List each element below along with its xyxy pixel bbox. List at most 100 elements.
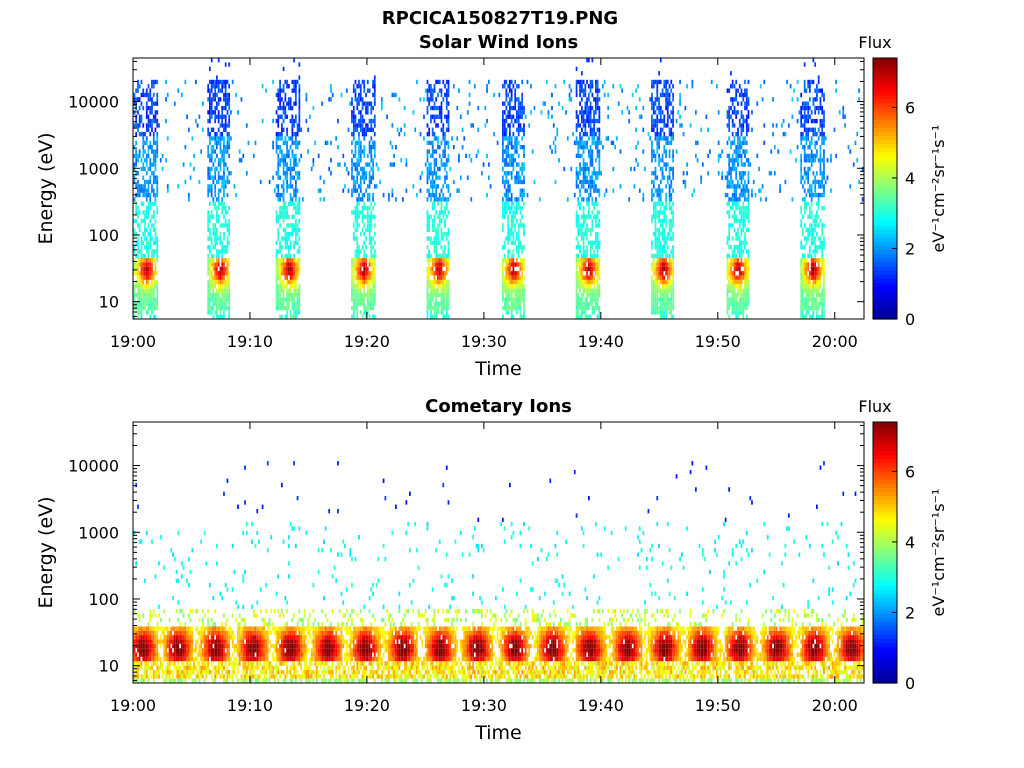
spectrogram-cell xyxy=(805,292,808,298)
spectrogram-cell xyxy=(133,301,136,306)
spectrogram-cell xyxy=(803,258,806,263)
spectrogram-cell xyxy=(800,179,803,185)
spectrogram-cell xyxy=(579,284,581,289)
spectrogram-cell xyxy=(217,214,220,219)
spectrogram-cell xyxy=(728,314,731,319)
spectrogram-cell xyxy=(586,288,588,293)
spectrogram-cell xyxy=(282,201,285,206)
spectrogram-cell xyxy=(363,288,366,293)
spectrogram-cell xyxy=(814,249,817,254)
spectrogram-cell xyxy=(296,171,299,176)
spectrogram-cell xyxy=(765,197,767,202)
spectrogram-cell xyxy=(816,305,818,311)
spectrogram-cell xyxy=(672,97,674,102)
spectrogram-cell xyxy=(144,188,146,193)
spectrogram-cell xyxy=(514,197,517,202)
spectrogram-cell xyxy=(305,118,308,124)
spectrogram-cell xyxy=(277,153,280,159)
spectrogram-cell xyxy=(512,114,515,119)
spectrogram-cell xyxy=(728,227,731,233)
spectrogram-cell xyxy=(156,136,159,141)
spectrogram-cell xyxy=(661,110,664,115)
spectrogram-cell xyxy=(628,110,631,115)
spectrogram-cell xyxy=(284,153,287,159)
spectrogram-cell xyxy=(517,245,520,250)
spectrogram-cell xyxy=(156,101,159,106)
spectrogram-cell xyxy=(281,297,283,302)
spectrogram-cell xyxy=(589,84,592,89)
spectrogram-cell xyxy=(740,288,743,293)
spectrogram-cell xyxy=(747,175,750,180)
spectrogram-cell xyxy=(245,123,248,128)
spectrogram-cell xyxy=(502,266,504,272)
spectrogram-cell xyxy=(596,88,599,93)
spectrogram-cell xyxy=(740,179,743,185)
spectrogram-cell xyxy=(728,245,731,250)
spectrogram-cell xyxy=(279,262,281,267)
spectrogram-cell xyxy=(210,153,213,159)
spectrogram-cell xyxy=(505,118,508,124)
spectrogram-cell xyxy=(542,101,545,106)
spectrogram-cell xyxy=(282,236,285,241)
spectrogram-cell xyxy=(366,153,369,159)
spectrogram-cell xyxy=(509,123,511,128)
spectrogram-cell xyxy=(286,279,288,285)
spectrogram-cell xyxy=(147,301,150,306)
spectrogram-cell xyxy=(598,275,601,280)
spectrogram-cell xyxy=(509,227,511,233)
spectrogram-cell xyxy=(284,275,287,280)
spectrogram-cell xyxy=(684,105,687,111)
spectrogram-cell xyxy=(810,284,813,289)
spectrogram-cell xyxy=(430,236,432,241)
spectrogram-cell xyxy=(147,279,150,285)
spectrogram-cell xyxy=(447,288,450,293)
spectrogram-cell xyxy=(803,305,806,311)
spectrogram-cell xyxy=(803,253,806,259)
spectrogram-cell xyxy=(445,205,448,211)
spectrogram-cell xyxy=(342,153,345,159)
spectrogram-cell xyxy=(212,284,215,289)
spectrogram-cell xyxy=(742,297,745,302)
spectrogram-cell xyxy=(589,88,592,93)
spectrogram-cell xyxy=(221,118,224,124)
spectrogram-cell xyxy=(435,305,438,311)
spectrogram-cell xyxy=(354,249,357,254)
spectrogram-cell xyxy=(658,305,660,311)
spectrogram-cell xyxy=(517,162,520,167)
spectrogram-cell xyxy=(224,218,227,224)
spectrogram-cell xyxy=(596,223,599,228)
spectrogram-cell xyxy=(358,197,360,202)
spectrogram-cell xyxy=(440,232,443,237)
spectrogram-cell xyxy=(152,227,155,233)
spectrogram-cell xyxy=(672,275,674,280)
spectrogram-cell xyxy=(147,310,150,315)
spectrogram-cell xyxy=(140,288,143,293)
spectrogram-cell xyxy=(695,153,697,159)
spectrogram-cell xyxy=(435,271,438,276)
spectrogram-cell xyxy=(435,123,438,128)
spectrogram-cell xyxy=(521,192,524,198)
spectrogram-cell xyxy=(221,153,224,159)
spectrogram-cell xyxy=(435,314,438,319)
spectrogram-cell xyxy=(135,171,138,176)
spectrogram-cell xyxy=(581,84,583,89)
spectrogram-cell xyxy=(184,79,187,85)
spectrogram-cell xyxy=(591,258,594,263)
spectrogram-cell xyxy=(742,175,745,180)
spectrogram-cell xyxy=(745,262,748,267)
spectrogram-cell xyxy=(512,314,515,319)
spectrogram-cell xyxy=(589,279,592,285)
spectrogram-cell xyxy=(366,210,369,215)
spectrogram-cell xyxy=(372,305,374,311)
spectrogram-cell xyxy=(800,110,803,115)
spectrogram-cell xyxy=(209,88,211,93)
spectrogram-cell xyxy=(805,158,808,163)
spectrogram-cell xyxy=(582,249,585,254)
spectrogram-cell xyxy=(665,205,667,211)
spectrogram-cell xyxy=(602,84,604,89)
spectrogram-cell xyxy=(577,292,580,298)
spectrogram-cell xyxy=(788,123,790,128)
spectrogram-cell xyxy=(293,166,295,172)
spectrogram-cell xyxy=(584,288,587,293)
spectrogram-cell xyxy=(738,92,741,98)
